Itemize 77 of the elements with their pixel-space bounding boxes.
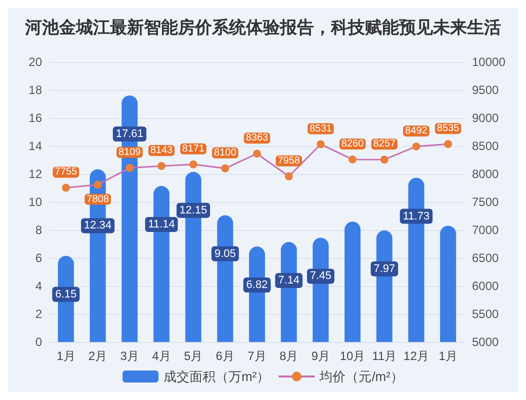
x-tick-label: 1月 [438, 349, 458, 363]
bar [440, 226, 456, 342]
point [189, 160, 198, 168]
data-label: 8363 [246, 132, 269, 144]
y2-tick-label: 8500 [472, 139, 500, 153]
y2-tick-label: 6000 [472, 279, 500, 293]
y2-tick-label: 9000 [472, 111, 500, 125]
x-tick-label: 7月 [248, 349, 266, 363]
data-label: 7755 [54, 166, 78, 178]
data-label: 8492 [405, 125, 428, 136]
y2-tick-label: 10000 [472, 55, 506, 69]
y-tick-label: 6 [35, 251, 42, 265]
point [316, 140, 325, 148]
y-tick-label: 20 [28, 55, 42, 69]
y-tick-label: 4 [35, 279, 42, 293]
point [62, 184, 70, 192]
point [157, 162, 166, 170]
point [221, 164, 230, 172]
point [284, 172, 293, 180]
x-tick-label: 3月 [120, 349, 139, 363]
legend-label: 均价（元/m²） [318, 369, 404, 384]
y-tick-label: 16 [28, 111, 42, 125]
point [126, 164, 134, 172]
legend-label: 成交面积（万m²） [164, 369, 270, 384]
x-tick-label: 5月 [184, 349, 203, 363]
x-tick-label: 8月 [280, 349, 298, 363]
chart-title: 河池金城江最新智能房价系统体验报告，科技赋能预见未来生活 [24, 18, 501, 38]
data-label: 7.45 [310, 270, 332, 282]
point [253, 150, 261, 158]
data-label: 17.61 [116, 128, 144, 140]
bar [344, 222, 361, 342]
y-tick-label: 10 [28, 195, 42, 209]
y-tick-label: 14 [28, 139, 42, 153]
data-label: 11.73 [402, 210, 430, 222]
data-label: 12.15 [180, 204, 208, 216]
data-label: 9.05 [214, 248, 236, 260]
y-tick-label: 8 [35, 223, 42, 237]
y-tick-label: 18 [28, 83, 42, 97]
data-label: 8260 [341, 138, 364, 150]
y2-tick-label: 5000 [472, 335, 500, 349]
y-tick-label: 0 [35, 335, 42, 349]
point [348, 155, 357, 164]
y2-tick-label: 7000 [472, 223, 500, 237]
point [412, 142, 420, 150]
data-label: 8535 [436, 123, 460, 134]
data-label: 8531 [310, 123, 332, 134]
data-label: 7.14 [278, 274, 300, 287]
x-tick-label: 12月 [404, 349, 429, 363]
x-tick-label: 2月 [88, 349, 108, 363]
x-tick-label: 4月 [152, 349, 171, 363]
y2-tick-label: 6500 [472, 251, 500, 265]
y2-tick-label: 9500 [472, 83, 500, 97]
x-tick-label: 9月 [311, 349, 330, 363]
point [380, 156, 388, 164]
data-label: 11.14 [148, 218, 175, 231]
data-label: 8100 [214, 147, 237, 158]
point [94, 180, 102, 189]
y2-tick-label: 5500 [472, 307, 500, 321]
x-tick-label: 10月 [340, 349, 366, 363]
x-tick-label: 1月 [56, 349, 76, 363]
data-label: 8109 [118, 146, 142, 158]
y-tick-label: 2 [35, 307, 42, 321]
data-label: 12.34 [84, 220, 112, 232]
data-label: 7958 [278, 155, 300, 166]
y-tick-label: 12 [28, 167, 42, 181]
data-label: 8171 [182, 143, 205, 154]
y2-tick-label: 8000 [472, 167, 500, 181]
data-label: 8143 [150, 144, 174, 156]
data-label: 7808 [86, 194, 110, 205]
x-tick-label: 11月 [372, 349, 397, 363]
data-label: 6.15 [55, 288, 77, 300]
data-label: 8257 [373, 138, 396, 150]
data-label: 7.97 [374, 262, 396, 275]
point [444, 140, 452, 148]
data-label: 6.82 [246, 279, 268, 292]
y2-tick-label: 7500 [472, 195, 500, 209]
x-tick-label: 6月 [216, 349, 234, 363]
